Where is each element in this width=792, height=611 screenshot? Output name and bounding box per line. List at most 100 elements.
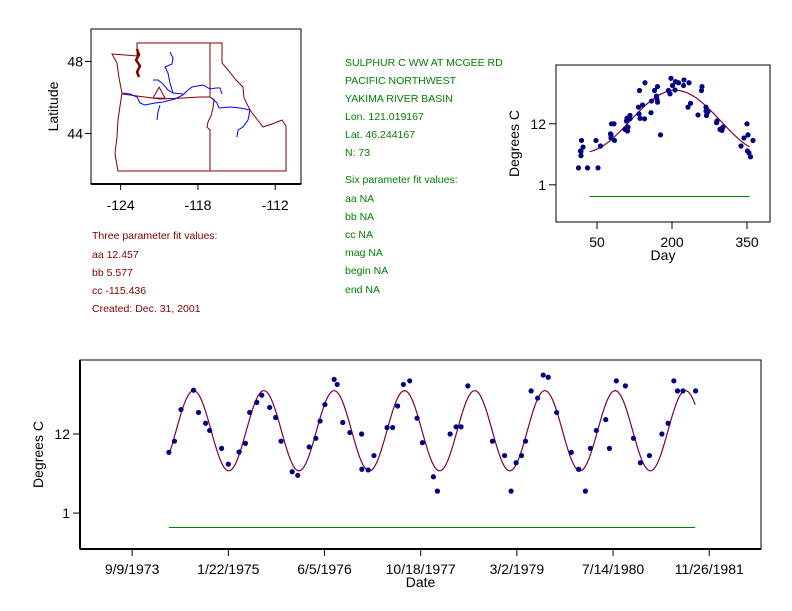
data-point xyxy=(653,93,660,99)
data-point xyxy=(313,435,319,441)
data-point xyxy=(203,420,209,426)
x-tick-label: 1/22/1975 xyxy=(197,561,259,577)
data-point xyxy=(659,431,665,437)
data-point xyxy=(637,460,643,466)
three-param-aa: aa 12.457 xyxy=(92,249,139,261)
doy-chart-frame xyxy=(555,64,771,223)
data-point xyxy=(603,417,609,423)
day-of-year-chart: 50 200 350 1 12 Degrees C Day xyxy=(506,64,771,263)
data-point xyxy=(545,374,551,380)
data-point xyxy=(501,452,508,459)
data-point xyxy=(671,378,677,384)
data-point xyxy=(322,401,328,408)
data-point xyxy=(648,98,655,104)
three-param-bb: bb 5.577 xyxy=(92,267,133,279)
x-axis-label: Date xyxy=(406,574,436,590)
x-axis-label: Day xyxy=(651,247,676,263)
six-param-heading: Six parameter fit values: xyxy=(345,174,458,186)
data-point xyxy=(611,121,617,127)
data-point xyxy=(434,488,441,494)
data-point xyxy=(744,148,751,154)
data-point xyxy=(535,395,541,401)
data-point xyxy=(242,440,249,446)
snake-river xyxy=(211,97,251,138)
site-longitude: Lon. 121.019167 xyxy=(345,111,424,123)
data-point xyxy=(738,143,744,149)
data-point xyxy=(595,165,601,171)
map-y-tick-label: 44 xyxy=(67,126,83,142)
six-param-bb: bb NA xyxy=(345,211,375,223)
data-point xyxy=(554,409,560,416)
data-point xyxy=(654,84,661,90)
data-point xyxy=(654,99,661,105)
data-point xyxy=(414,415,420,421)
data-point xyxy=(384,424,390,431)
data-point xyxy=(593,137,599,144)
data-point xyxy=(639,102,646,108)
data-point xyxy=(295,472,301,478)
data-point xyxy=(407,378,413,384)
data-point xyxy=(636,87,643,94)
data-point xyxy=(705,109,711,115)
data-point xyxy=(575,165,582,171)
data-point xyxy=(741,135,747,141)
data-point xyxy=(513,460,519,466)
data-point xyxy=(578,137,585,144)
data-point xyxy=(685,104,691,110)
data-point xyxy=(622,383,628,389)
data-point xyxy=(622,126,628,132)
data-point xyxy=(447,431,453,437)
data-point xyxy=(584,165,591,171)
data-point xyxy=(465,383,471,389)
data-point xyxy=(720,124,726,130)
site-title: SULPHUR C WW AT MCGEE RD xyxy=(345,57,503,69)
data-point xyxy=(306,444,312,450)
map-x-tick-label: -112 xyxy=(262,197,289,213)
data-point xyxy=(522,438,529,444)
data-point xyxy=(593,427,599,434)
location-map: -124 -118 -112 48 44 Latitude xyxy=(45,28,302,213)
data-point xyxy=(359,431,365,437)
data-point xyxy=(687,100,694,106)
data-point xyxy=(171,438,178,444)
site-region: PACIFIC NORTHWEST xyxy=(345,75,457,87)
data-point xyxy=(713,120,720,126)
created-date: Created: Dec. 31, 2001 xyxy=(92,303,201,315)
data-point xyxy=(648,110,654,116)
ts-chart-frame xyxy=(79,359,762,550)
data-point xyxy=(576,466,582,472)
site-marker-triangle-icon xyxy=(152,86,166,99)
three-param-cc: cc -115.436 xyxy=(92,285,147,297)
x-tick-label: 200 xyxy=(660,234,684,250)
data-point xyxy=(259,392,265,398)
data-point xyxy=(508,488,514,494)
x-tick-label: 50 xyxy=(589,234,605,250)
three-param-heading: Three parameter fit values: xyxy=(92,230,218,242)
y-axis-label: Degrees C xyxy=(30,421,46,488)
data-point xyxy=(400,381,406,388)
data-point xyxy=(178,406,184,413)
x-tick-label: 7/14/1980 xyxy=(582,561,644,577)
y-tick-label: 1 xyxy=(538,177,546,193)
data-point xyxy=(225,461,231,467)
data-point xyxy=(669,82,676,89)
data-point xyxy=(674,388,681,394)
data-point xyxy=(430,474,436,480)
data-point xyxy=(703,104,709,110)
data-point xyxy=(686,80,692,86)
data-point xyxy=(166,449,172,455)
six-param-aa: aa NA xyxy=(345,193,375,205)
data-point xyxy=(390,424,396,431)
data-point xyxy=(672,87,678,93)
data-point xyxy=(331,376,337,383)
data-point xyxy=(665,420,671,426)
data-point xyxy=(247,409,253,416)
data-point xyxy=(577,148,584,154)
data-point xyxy=(750,137,756,144)
data-point xyxy=(641,116,648,122)
data-point xyxy=(745,132,751,138)
data-point xyxy=(606,445,613,451)
data-point xyxy=(267,404,273,411)
